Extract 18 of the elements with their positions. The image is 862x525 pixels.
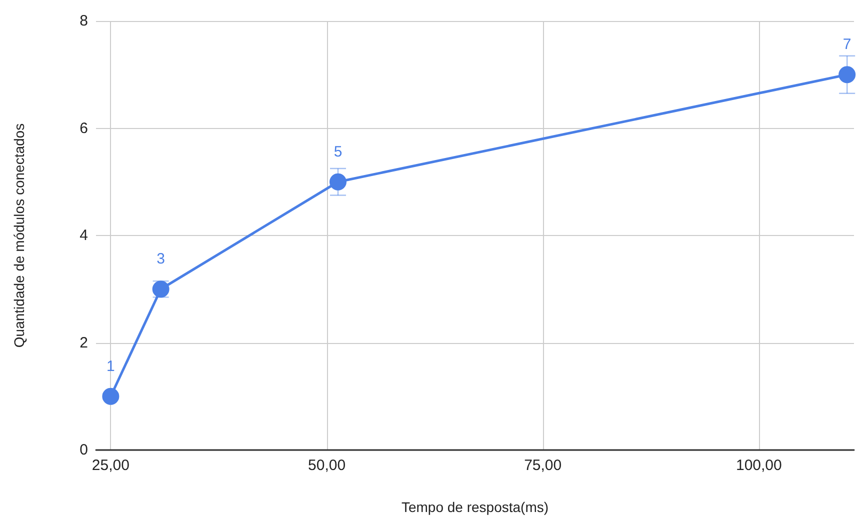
data-label: 1 bbox=[106, 358, 115, 375]
y-tick-label: 0 bbox=[80, 442, 88, 458]
x-tick-label: 50,00 bbox=[308, 457, 346, 474]
y-tick-label: 4 bbox=[80, 227, 88, 244]
point bbox=[838, 66, 856, 84]
data-label: 5 bbox=[334, 143, 342, 160]
y-axis-title: Quantidade de módulos conectados bbox=[11, 123, 27, 348]
y-tick-label: 8 bbox=[80, 12, 88, 30]
y-tick-label: 6 bbox=[80, 120, 88, 137]
y-tick-label: 2 bbox=[80, 334, 88, 352]
x-axis-title: Tempo de resposta(ms) bbox=[401, 499, 549, 515]
x-tick-label: 100,00 bbox=[736, 457, 782, 474]
x-tick-label: 25,00 bbox=[92, 457, 130, 474]
point bbox=[102, 388, 120, 405]
data-label: 3 bbox=[156, 250, 165, 268]
x-tick-label: 75,00 bbox=[524, 457, 562, 474]
data-label: 7 bbox=[842, 36, 852, 54]
point bbox=[330, 173, 347, 190]
